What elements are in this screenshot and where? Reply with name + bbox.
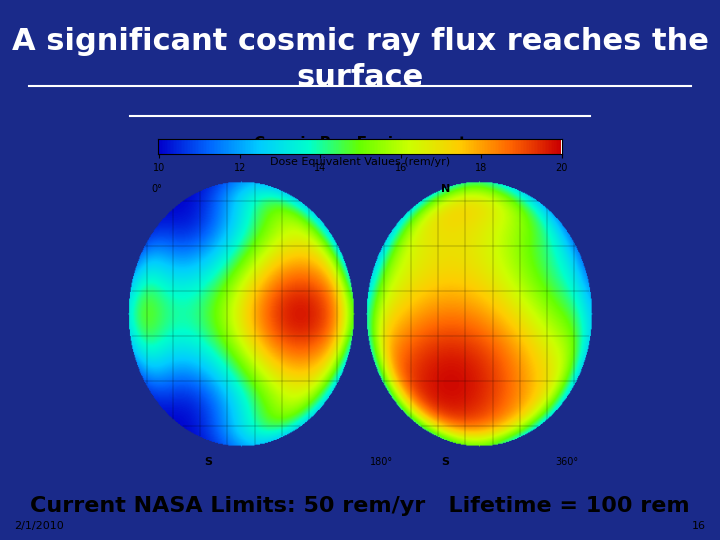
Text: 180°: 180°: [369, 457, 392, 467]
Text: 0°: 0°: [151, 185, 162, 194]
Text: 360°: 360°: [555, 457, 578, 467]
Text: Cosmic Ray Environment: Cosmic Ray Environment: [254, 136, 466, 151]
Text: Dose Equivalent Values (rem/yr): Dose Equivalent Values (rem/yr): [270, 157, 450, 167]
Text: A significant cosmic ray flux reaches the
surface: A significant cosmic ray flux reaches th…: [12, 27, 708, 92]
Text: Current NASA Limits: 50 rem/yr   Lifetime = 100 rem: Current NASA Limits: 50 rem/yr Lifetime …: [30, 496, 690, 516]
Text: S: S: [441, 457, 449, 467]
Text: 16: 16: [692, 521, 706, 531]
Text: S: S: [204, 457, 212, 467]
Text: N: N: [441, 185, 450, 194]
Text: 2/1/2010: 2/1/2010: [14, 521, 64, 531]
